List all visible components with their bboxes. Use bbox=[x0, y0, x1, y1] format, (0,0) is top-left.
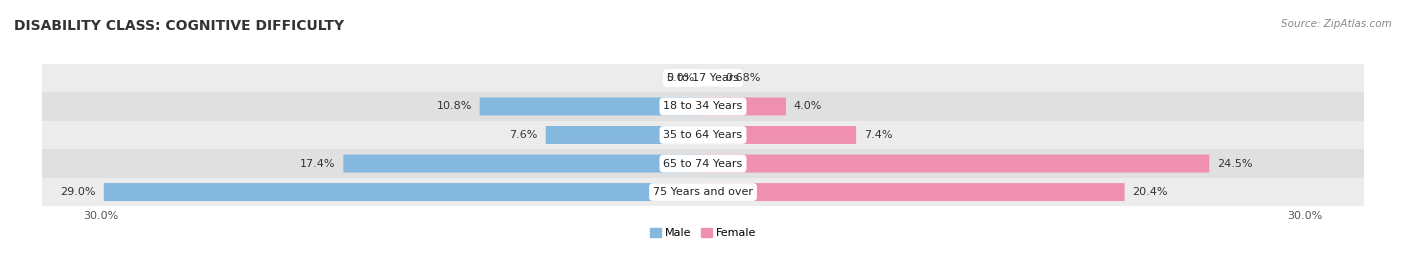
Text: 4.0%: 4.0% bbox=[794, 102, 823, 112]
FancyBboxPatch shape bbox=[546, 126, 703, 144]
Text: 20.4%: 20.4% bbox=[1133, 187, 1168, 197]
Text: 7.4%: 7.4% bbox=[865, 130, 893, 140]
FancyBboxPatch shape bbox=[42, 121, 1364, 149]
FancyBboxPatch shape bbox=[42, 178, 1364, 206]
Text: 65 to 74 Years: 65 to 74 Years bbox=[664, 158, 742, 168]
Text: Source: ZipAtlas.com: Source: ZipAtlas.com bbox=[1281, 19, 1392, 29]
Text: 0.68%: 0.68% bbox=[725, 73, 761, 83]
FancyBboxPatch shape bbox=[104, 183, 703, 201]
Text: 30.0%: 30.0% bbox=[1288, 211, 1323, 221]
Text: 24.5%: 24.5% bbox=[1218, 158, 1253, 168]
FancyBboxPatch shape bbox=[343, 154, 703, 173]
FancyBboxPatch shape bbox=[42, 92, 1364, 121]
FancyBboxPatch shape bbox=[703, 154, 1209, 173]
FancyBboxPatch shape bbox=[42, 149, 1364, 178]
FancyBboxPatch shape bbox=[703, 97, 786, 116]
FancyBboxPatch shape bbox=[42, 64, 1364, 92]
Text: 7.6%: 7.6% bbox=[509, 130, 537, 140]
FancyBboxPatch shape bbox=[703, 69, 717, 87]
Text: 30.0%: 30.0% bbox=[83, 211, 118, 221]
Text: 75 Years and over: 75 Years and over bbox=[652, 187, 754, 197]
Text: 35 to 64 Years: 35 to 64 Years bbox=[664, 130, 742, 140]
Legend: Male, Female: Male, Female bbox=[650, 228, 756, 238]
FancyBboxPatch shape bbox=[703, 183, 1125, 201]
FancyBboxPatch shape bbox=[479, 97, 703, 116]
FancyBboxPatch shape bbox=[703, 126, 856, 144]
Text: 29.0%: 29.0% bbox=[60, 187, 96, 197]
Text: 5 to 17 Years: 5 to 17 Years bbox=[666, 73, 740, 83]
Text: 10.8%: 10.8% bbox=[436, 102, 471, 112]
Text: 17.4%: 17.4% bbox=[299, 158, 336, 168]
Text: 18 to 34 Years: 18 to 34 Years bbox=[664, 102, 742, 112]
Text: 0.0%: 0.0% bbox=[666, 73, 695, 83]
Text: DISABILITY CLASS: COGNITIVE DIFFICULTY: DISABILITY CLASS: COGNITIVE DIFFICULTY bbox=[14, 19, 344, 33]
